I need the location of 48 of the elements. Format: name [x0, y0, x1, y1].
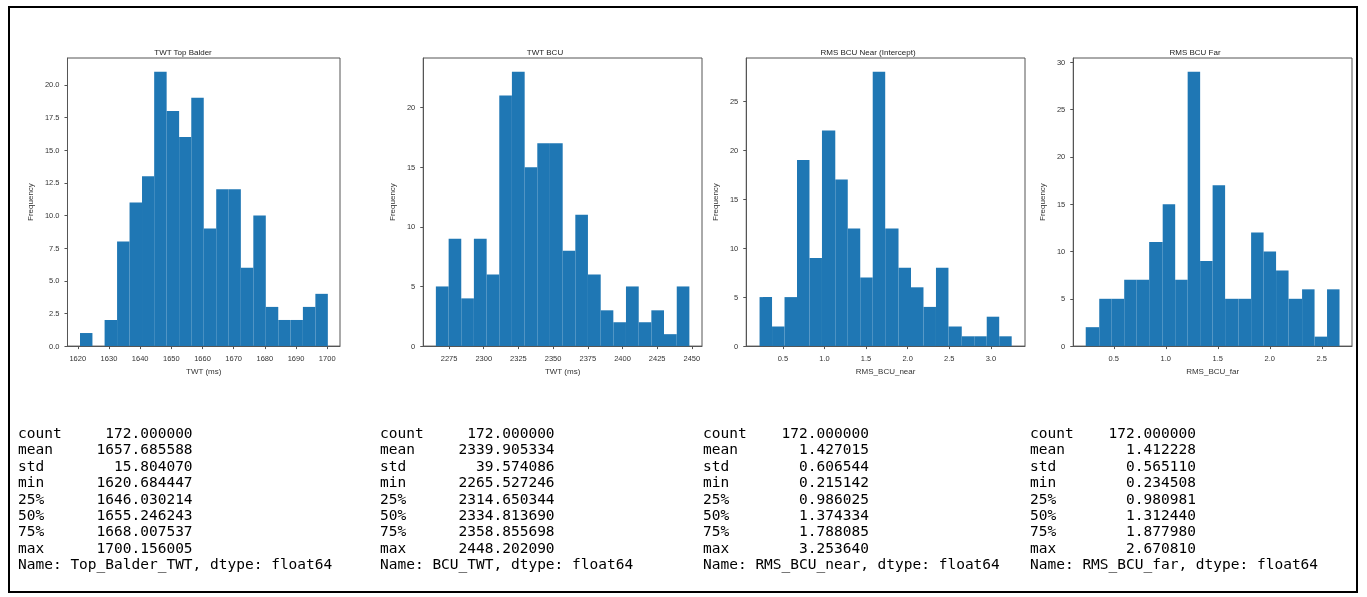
x-axis-title: RMS_BCU_near [855, 366, 916, 376]
text: 50% 1.312440 [1030, 507, 1196, 524]
chart-title: RMS BCU Far [1169, 47, 1221, 57]
chart-title: RMS BCU Near (Intercept) [820, 47, 916, 57]
text: 25% 1646.030214 [18, 490, 193, 507]
text: max 3.253640 [703, 539, 869, 556]
text: 50% 1.374334 [703, 507, 869, 524]
x-axis-title: TWT (ms) [544, 366, 581, 376]
text: Name: RMS_BCU_near, dtype: float64 [703, 556, 1000, 573]
text: 50% 2334.813690 [380, 507, 555, 524]
text: mean 2339.905334 [380, 441, 555, 458]
text: mean 1.412228 [1030, 441, 1196, 458]
text: 75% 1.788085 [703, 523, 869, 540]
y-axis-title: Frequency [25, 183, 35, 221]
text: max 1700.156005 [18, 539, 193, 556]
text: 75% 1668.007537 [18, 523, 193, 540]
text: 75% 2358.855698 [380, 523, 555, 540]
text: count 172.000000 [1030, 425, 1196, 441]
chart-title: TWT BCU [526, 47, 564, 57]
text: min 0.234508 [1030, 474, 1196, 491]
text: count 172.000000 [18, 425, 193, 441]
text: count 172.000000 [380, 425, 555, 441]
y-axis-title: Frequency [710, 183, 720, 221]
text: std 39.574086 [380, 457, 555, 474]
text: 75% 1.877980 [1030, 523, 1196, 540]
text: std 0.606544 [703, 457, 869, 474]
text: 25% 0.980981 [1030, 490, 1196, 507]
text: min 1620.684447 [18, 474, 193, 491]
text: max 2448.202090 [380, 539, 555, 556]
text: min 0.215142 [703, 474, 869, 491]
text: mean 1.427015 [703, 441, 869, 458]
x-axis-title: RMS_BCU_far [1186, 366, 1240, 376]
x-axis-title: TWT (ms) [186, 366, 222, 376]
text: Name: RMS_BCU_far, dtype: float64 [1030, 556, 1319, 573]
text: std 0.565110 [1030, 457, 1196, 474]
text: Name: Top_Balder_TWT, dtype: float64 [18, 556, 333, 573]
y-axis-title: Frequency [1037, 183, 1047, 221]
text: max 2.670810 [1030, 539, 1196, 556]
text: std 15.804070 [18, 457, 193, 474]
text: Name: BCU_TWT, dtype: float64 [380, 556, 634, 573]
text: count 172.000000 [703, 425, 869, 441]
text: 25% 0.986025 [703, 490, 869, 507]
text: 50% 1655.246243 [18, 507, 193, 524]
text: mean 1657.685588 [18, 441, 193, 458]
text: min 2265.527246 [380, 474, 555, 491]
chart-title: TWT Top Balder [154, 47, 213, 57]
text: 25% 2314.650344 [380, 490, 555, 507]
y-axis-title: Frequency [387, 183, 397, 221]
